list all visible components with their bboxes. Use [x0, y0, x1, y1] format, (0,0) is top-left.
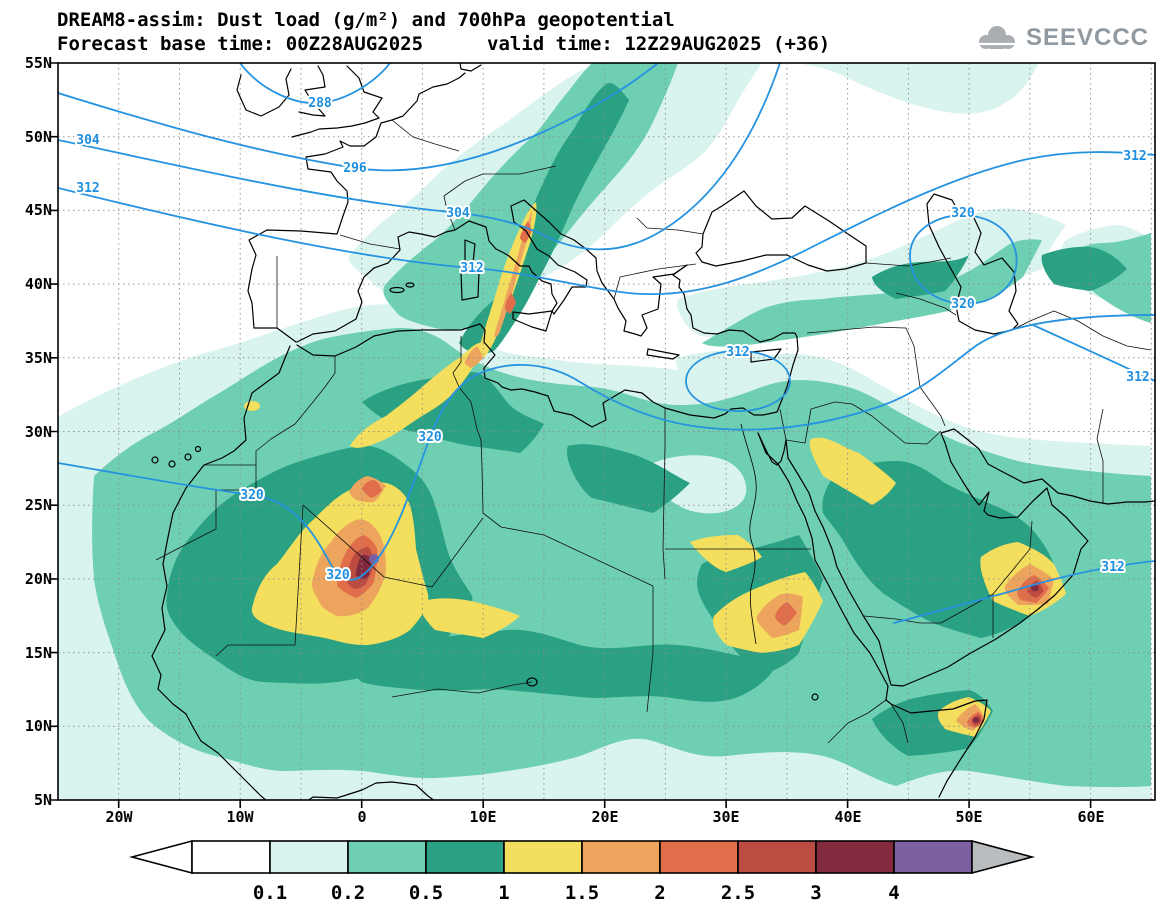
contour-296: [58, 63, 659, 172]
colorbar-label: 1.5: [565, 882, 599, 904]
contour-label: 312: [76, 181, 99, 196]
logo-text: SEEVCCC: [1025, 24, 1149, 51]
y-axis-label: 15N: [24, 644, 52, 662]
colorbar-label: 4: [888, 882, 899, 904]
y-axis-label: 45N: [24, 201, 52, 219]
geopotential-contours: [58, 63, 1155, 624]
colorbar-box: [893, 840, 973, 874]
y-axis-label: 40N: [24, 275, 52, 293]
x-axis-label: 20E: [591, 808, 619, 826]
colorbar-label: 3: [810, 882, 821, 904]
y-axis-label: 5N: [33, 791, 52, 809]
x-axis-label: 30E: [712, 808, 740, 826]
contour-312-right-mid: [1032, 324, 1155, 382]
contour-288: [239, 63, 391, 105]
colorbar-box: [425, 840, 505, 874]
x-axis-label: 50E: [955, 808, 983, 826]
chart-title: DREAM8-assim: Dust load (g/m²) and 700hP…: [57, 9, 675, 31]
colorbar-labels: 0.1 0.2 0.5 1 1.5 2 2.5 3 4: [253, 882, 900, 904]
y-axis-label: 35N: [24, 349, 52, 367]
contour-312-cyprus-low: [685, 350, 791, 412]
colorbar-label: 2.5: [721, 882, 755, 904]
colorbar-label: 1: [498, 882, 509, 904]
contour-312: [58, 151, 1155, 296]
x-axis-label: 40E: [834, 808, 862, 826]
forecast-base-time: Forecast base time: 00Z28AUG2025: [57, 33, 424, 55]
x-axis-label: 10W: [226, 808, 254, 826]
x-axis-label: 0: [357, 808, 367, 826]
dust-fill-3: [355, 554, 1039, 723]
contour-label: 320: [951, 206, 975, 221]
y-axis-label: 20N: [24, 570, 52, 588]
colorbar-label: 0.2: [331, 882, 365, 904]
y-axis-label: 30N: [24, 423, 52, 441]
contour-label: 288: [308, 96, 332, 111]
contour-312-arabia: [893, 560, 1155, 624]
contour-label: 312: [1123, 149, 1146, 164]
x-axis-label: 10E: [469, 808, 497, 826]
seevccc-logo: SEEVCCC: [974, 22, 1149, 54]
map-svg: 288 296 304 304 312 312 312 312 312 312 …: [50, 62, 1156, 808]
y-axis-ticks: [50, 62, 58, 801]
colorbar-box: [347, 840, 427, 874]
valid-time: valid time: 12Z29AUG2025 (+36): [487, 33, 831, 55]
colorbar-box: [659, 840, 739, 874]
y-axis-label: 10N: [24, 717, 52, 735]
colorbar-box: [503, 840, 583, 874]
contour-320-africa: [58, 314, 1155, 581]
chart-titles: DREAM8-assim: Dust load (g/m²) and 700hP…: [57, 8, 830, 56]
y-axis-label: 50N: [24, 128, 52, 146]
colorbar-label: 2: [654, 882, 665, 904]
colorbar-arrow-left: [128, 839, 193, 875]
contour-label: 312: [1101, 560, 1124, 575]
colorbar-label: 0.1: [253, 882, 287, 904]
map-frame: [50, 62, 1156, 808]
map-plot-area: 288 296 304 304 312 312 312 312 312 312 …: [50, 62, 1156, 808]
colorbar-box: [269, 840, 349, 874]
y-axis-label: 55N: [24, 54, 52, 72]
contour-label: 320: [240, 488, 264, 503]
x-axis-label: 60E: [1077, 808, 1105, 826]
contour-label: 304: [446, 206, 470, 221]
contour-label: 312: [1126, 370, 1149, 385]
country-borders: [155, 119, 1152, 744]
colorbar-box: [815, 840, 895, 874]
dust-fill-light-patch: [653, 455, 747, 514]
contour-label: 296: [343, 161, 367, 176]
x-axis-label: 20W: [105, 808, 133, 826]
coastlines: [151, 63, 1155, 800]
colorbar-box: [581, 840, 661, 874]
nile-river: [740, 423, 757, 645]
colorbar-label: 0.5: [409, 882, 443, 904]
contour-label: 320: [326, 568, 350, 583]
y-axis-label: 25N: [24, 496, 52, 514]
contour-label: 320: [951, 297, 975, 312]
contour-value-labels: 288 296 304 304 312 312 312 312 312 312 …: [74, 94, 1151, 585]
colorbar-box: [191, 840, 271, 874]
contour-label: 312: [460, 261, 483, 276]
colorbar-box: [737, 840, 817, 874]
colorbar-svg: 0.1 0.2 0.5 1 1.5 2 2.5 3 4: [128, 839, 1036, 904]
colorbar: 0.1 0.2 0.5 1 1.5 2 2.5 3 4: [117, 833, 1047, 907]
colorbar-arrow-right: [971, 839, 1036, 875]
contour-304: [58, 63, 781, 251]
cloud-icon: [978, 26, 1015, 49]
contour-label: 304: [76, 133, 100, 148]
contour-320-caspian-high: [909, 214, 1018, 305]
x-axis-ticks: [117, 800, 1092, 808]
contour-label: 320: [418, 430, 442, 445]
chart-subtitle: Forecast base time: 00Z28AUG2025 valid t…: [57, 32, 830, 56]
contour-label: 312: [726, 345, 749, 360]
